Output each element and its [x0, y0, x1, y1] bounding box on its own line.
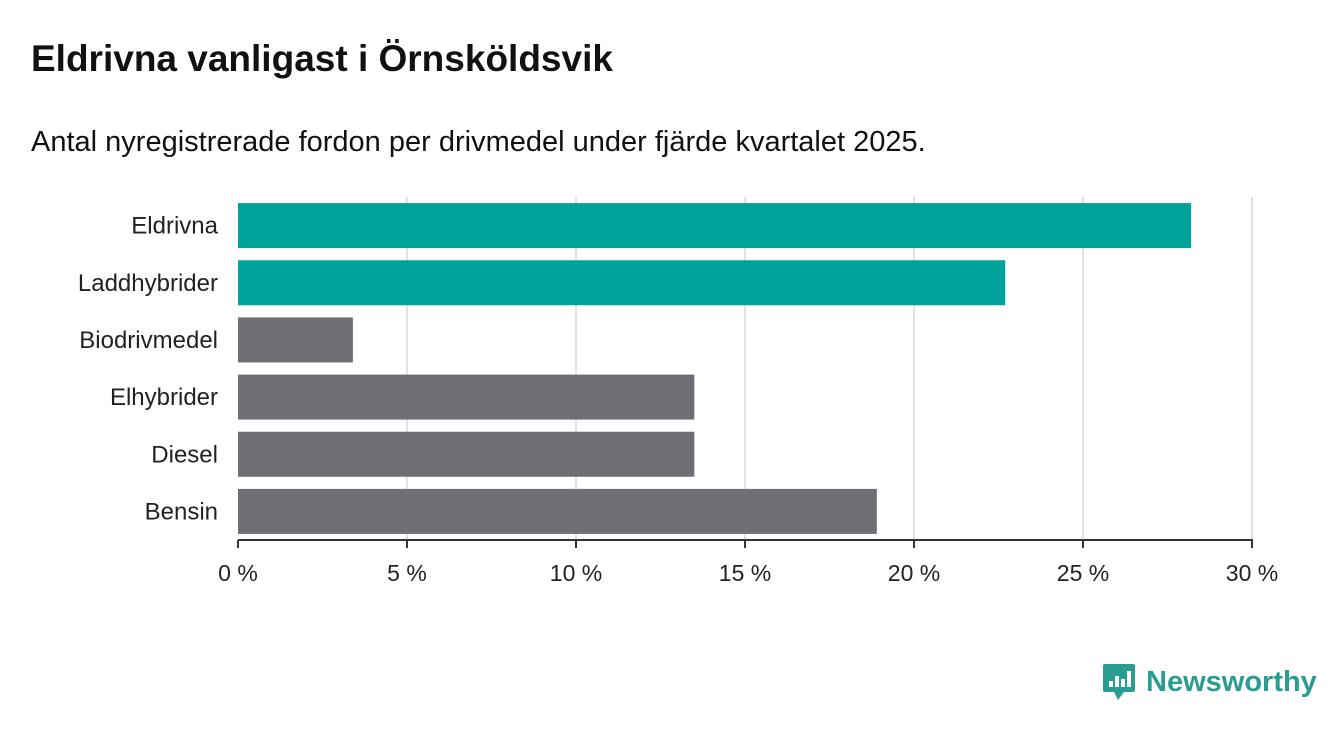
- x-tick-label: 20 %: [888, 560, 940, 586]
- category-label: Elhybrider: [110, 384, 218, 411]
- x-tick-label: 15 %: [719, 560, 771, 586]
- x-tick-label: 25 %: [1057, 560, 1109, 586]
- x-tick-label: 0 %: [218, 560, 258, 586]
- bar: [238, 203, 1192, 249]
- bar: [238, 374, 695, 420]
- category-label: Bensin: [145, 498, 218, 525]
- bar: [238, 317, 353, 363]
- bar: [238, 260, 1006, 306]
- brand-logo: Newsworthy: [1102, 662, 1317, 702]
- category-label: Biodrivmedel: [79, 327, 218, 354]
- bar: [238, 488, 877, 534]
- category-label: Diesel: [151, 441, 218, 468]
- newsworthy-logo-icon: [1103, 664, 1135, 700]
- bar: [238, 431, 695, 477]
- brand-name: Newsworthy: [1146, 665, 1317, 698]
- x-tick-label: 10 %: [550, 560, 602, 586]
- category-label: Eldrivna: [131, 213, 218, 240]
- x-tick-label: 30 %: [1226, 560, 1278, 586]
- chart-title: Eldrivna vanligast i Örnsköldsvik: [31, 38, 613, 79]
- chart-subtitle: Antal nyregistrerade fordon per drivmede…: [31, 126, 926, 158]
- category-label: Laddhybrider: [78, 270, 218, 297]
- x-tick-label: 5 %: [387, 560, 427, 586]
